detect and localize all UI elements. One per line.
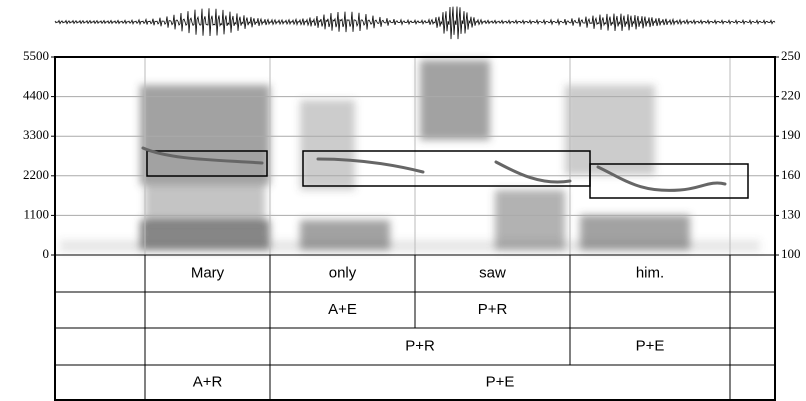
y-tick-label: 1100: [23, 206, 49, 221]
y-tick-label: 3300: [23, 127, 49, 142]
boundaries: [144, 57, 731, 255]
pitch-contours: [141, 146, 727, 192]
interval-label: A+E: [328, 301, 357, 318]
spectrogram: [60, 60, 760, 252]
interval-label: Mary: [191, 264, 225, 281]
interval-label: P+E: [636, 337, 665, 354]
y2-tick-label: 220: [781, 88, 801, 103]
pitch-boxes: [146, 150, 749, 199]
y2-tick-label: 130: [781, 206, 801, 221]
interval-label: A+R: [193, 373, 223, 390]
interval-label: him.: [636, 264, 664, 281]
y2-tick-label: 250: [781, 48, 801, 63]
y-tick-label: 2200: [23, 167, 49, 182]
interval-label: P+R: [478, 301, 508, 318]
y2-tick-label: 190: [781, 127, 801, 142]
interval-label: saw: [479, 264, 506, 281]
y2-tick-label: 100: [781, 246, 801, 261]
y2-tick-label: 160: [781, 167, 801, 182]
y-tick-label: 5500: [23, 48, 49, 63]
y-tick-label: 0: [43, 246, 50, 261]
waveform: [54, 6, 776, 40]
interval-label: P+E: [486, 373, 515, 390]
interval-label: P+R: [405, 337, 435, 354]
interval-label: only: [329, 264, 357, 281]
y-tick-label: 4400: [23, 88, 49, 103]
frame: [54, 56, 776, 401]
